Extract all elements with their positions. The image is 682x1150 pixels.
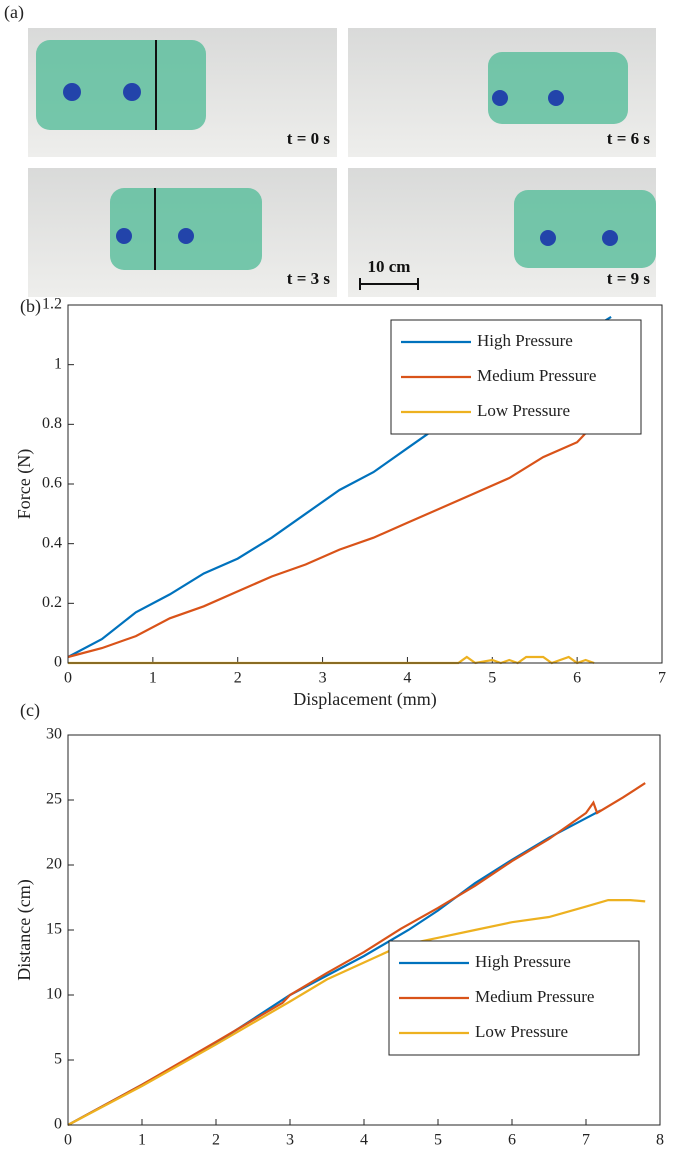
y-tick-label: 1.2 (42, 296, 62, 313)
y-tick-label: 5 (54, 1051, 62, 1068)
x-axis-label: Displacement (mm) (293, 689, 436, 710)
x-tick-label: 8 (656, 1132, 664, 1149)
y-tick-label: 0 (54, 1116, 62, 1133)
x-tick-label: 3 (319, 670, 327, 687)
legend-label: Low Pressure (475, 1022, 568, 1041)
y-tick-label: 0.8 (42, 415, 62, 432)
x-tick-label: 1 (149, 670, 157, 687)
panel-label: (a) (4, 2, 24, 23)
photo-time: t = 6 s (607, 129, 651, 148)
y-axis-label: Force (N) (14, 449, 35, 519)
y-tick-label: 15 (46, 921, 62, 938)
y-tick-label: 0 (54, 654, 62, 671)
photo: t = 0 s (28, 28, 337, 157)
panel-label: (c) (20, 700, 40, 721)
panel-label: (b) (20, 296, 41, 317)
x-tick-label: 5 (434, 1132, 442, 1149)
y-axis-label: Distance (cm) (14, 879, 35, 980)
x-tick-label: 2 (234, 670, 242, 687)
scale-bar-label: 10 cm (368, 257, 411, 276)
photo: 10 cm t = 9 s (348, 168, 656, 297)
x-tick-label: 7 (582, 1132, 590, 1149)
axes-box (67, 304, 663, 664)
y-tick-label: 20 (46, 856, 62, 873)
x-tick-label: 0 (64, 670, 72, 687)
data-line (67, 423, 612, 659)
y-tick-label: 0.4 (42, 534, 62, 551)
legend-label: High Pressure (477, 331, 573, 350)
photo: t = 6 s (348, 28, 656, 157)
legend (390, 319, 642, 435)
x-tick-label: 3 (286, 1132, 294, 1149)
legend-label: Low Pressure (477, 401, 570, 420)
photo: t = 3 s (28, 168, 337, 297)
photo-time: t = 0 s (287, 129, 331, 148)
x-tick-label: 6 (573, 670, 581, 687)
y-tick-label: 25 (46, 791, 62, 808)
x-tick-label: 1 (138, 1132, 146, 1149)
legend-label: High Pressure (475, 952, 571, 971)
y-tick-label: 0.2 (42, 594, 62, 611)
y-tick-label: 10 (46, 986, 62, 1003)
legend-label: Medium Pressure (477, 366, 596, 385)
y-tick-label: 30 (46, 726, 62, 743)
photo-time: t = 3 s (287, 269, 331, 288)
x-tick-label: 2 (212, 1132, 220, 1149)
x-tick-label: 0 (64, 1132, 72, 1149)
axes-box (67, 734, 661, 1126)
x-tick-label: 6 (508, 1132, 516, 1149)
y-tick-label: 0.6 (42, 475, 62, 492)
plot-area (68, 735, 660, 1125)
x-tick-label: 4 (360, 1132, 368, 1149)
data-line (67, 782, 646, 1126)
legend-label: Medium Pressure (475, 987, 594, 1006)
data-line (67, 899, 646, 1126)
x-tick-label: 7 (658, 670, 666, 687)
x-tick-label: 4 (403, 670, 411, 687)
y-tick-label: 1 (54, 355, 62, 372)
x-tick-label: 5 (488, 670, 496, 687)
photo-time: t = 9 s (607, 269, 651, 288)
